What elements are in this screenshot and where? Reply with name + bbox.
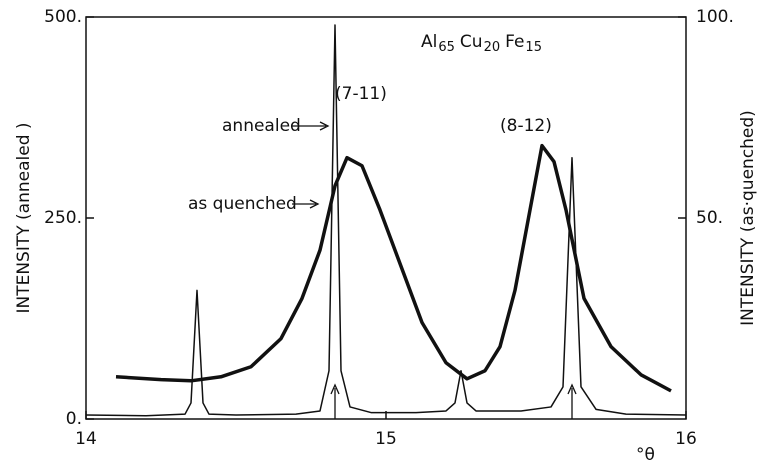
chart-title: Al65 Cu20 Fe15 bbox=[421, 32, 542, 55]
plot-frame bbox=[85, 16, 687, 420]
y-tick-label: 250. bbox=[44, 208, 82, 228]
y2-tick-label: 100. bbox=[696, 7, 734, 27]
annotation: annealed bbox=[222, 116, 301, 136]
x-axis-label: °θ bbox=[636, 445, 655, 465]
arrows bbox=[292, 121, 577, 419]
title-subscript: 20 bbox=[484, 40, 501, 55]
y-axis-label: INTENSITY (annealed ) bbox=[14, 122, 34, 313]
data-line bbox=[85, 24, 687, 417]
y-tick-label: 500. bbox=[44, 7, 82, 27]
title-element: Fe bbox=[505, 32, 524, 52]
title-subscript: 65 bbox=[438, 40, 455, 55]
y2-axis-label: INTENSITY (as·quenched) bbox=[738, 110, 758, 326]
x-tick-label: 15 bbox=[375, 429, 397, 449]
x-tick-label: 16 bbox=[675, 429, 697, 449]
title-subscript: 15 bbox=[525, 40, 542, 55]
y-tick-label: 0. bbox=[66, 409, 82, 429]
annotation: (7-11) bbox=[335, 84, 387, 104]
annotation: as quenched bbox=[188, 194, 297, 214]
y2-tick-label: 50. bbox=[696, 208, 723, 228]
x-tick-label: 14 bbox=[75, 429, 97, 449]
title-element: Cu bbox=[460, 32, 483, 52]
title-element: Al bbox=[421, 32, 437, 52]
data-line bbox=[115, 143, 672, 393]
annotation: (8-12) bbox=[500, 116, 552, 136]
